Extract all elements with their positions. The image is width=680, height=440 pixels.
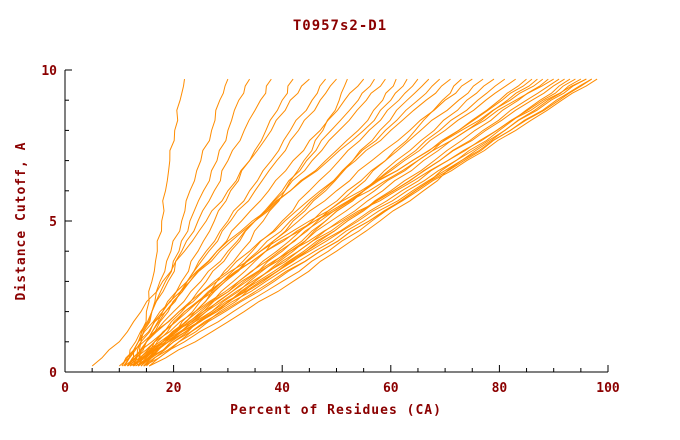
x-tick-label: 60 [383,381,399,396]
curve [148,78,549,367]
x-tick-label: 100 [596,381,620,396]
curve [132,78,229,367]
curve [137,78,587,367]
curve [91,78,310,367]
curve [123,78,272,367]
curve [143,78,592,367]
curve [132,78,592,367]
curve [136,79,185,367]
x-tick-label: 20 [166,381,182,396]
curve [132,78,533,367]
axis-ticks: 0 20 40 60 80 100 0 5 10 [41,64,620,396]
curve [128,78,251,367]
y-tick-label: 0 [49,366,57,381]
curve [126,78,544,367]
x-tick-label: 80 [492,381,508,396]
curve [129,78,326,367]
y-tick-label: 10 [41,64,57,79]
curve [127,78,565,367]
curve [140,78,441,367]
curve [138,78,560,367]
curve [118,78,451,367]
curve [127,78,516,367]
curve [137,78,598,367]
curve [124,78,337,367]
chart-title: T0957s2-D1 [293,18,387,34]
curve-group [91,78,598,367]
x-tick-label: 0 [61,381,69,396]
y-axis-label: Distance Cutoff, A [14,142,29,301]
curve [129,78,430,367]
curve [127,78,587,367]
curve [132,78,397,367]
x-tick-label: 40 [274,381,290,396]
curve [134,78,294,367]
curve [143,78,571,367]
curve [132,78,554,367]
curve [146,78,506,367]
y-tick-label: 5 [49,215,57,230]
curve [121,78,365,367]
x-axis-label: Percent of Residues (CA) [230,403,442,418]
curve [121,78,408,367]
